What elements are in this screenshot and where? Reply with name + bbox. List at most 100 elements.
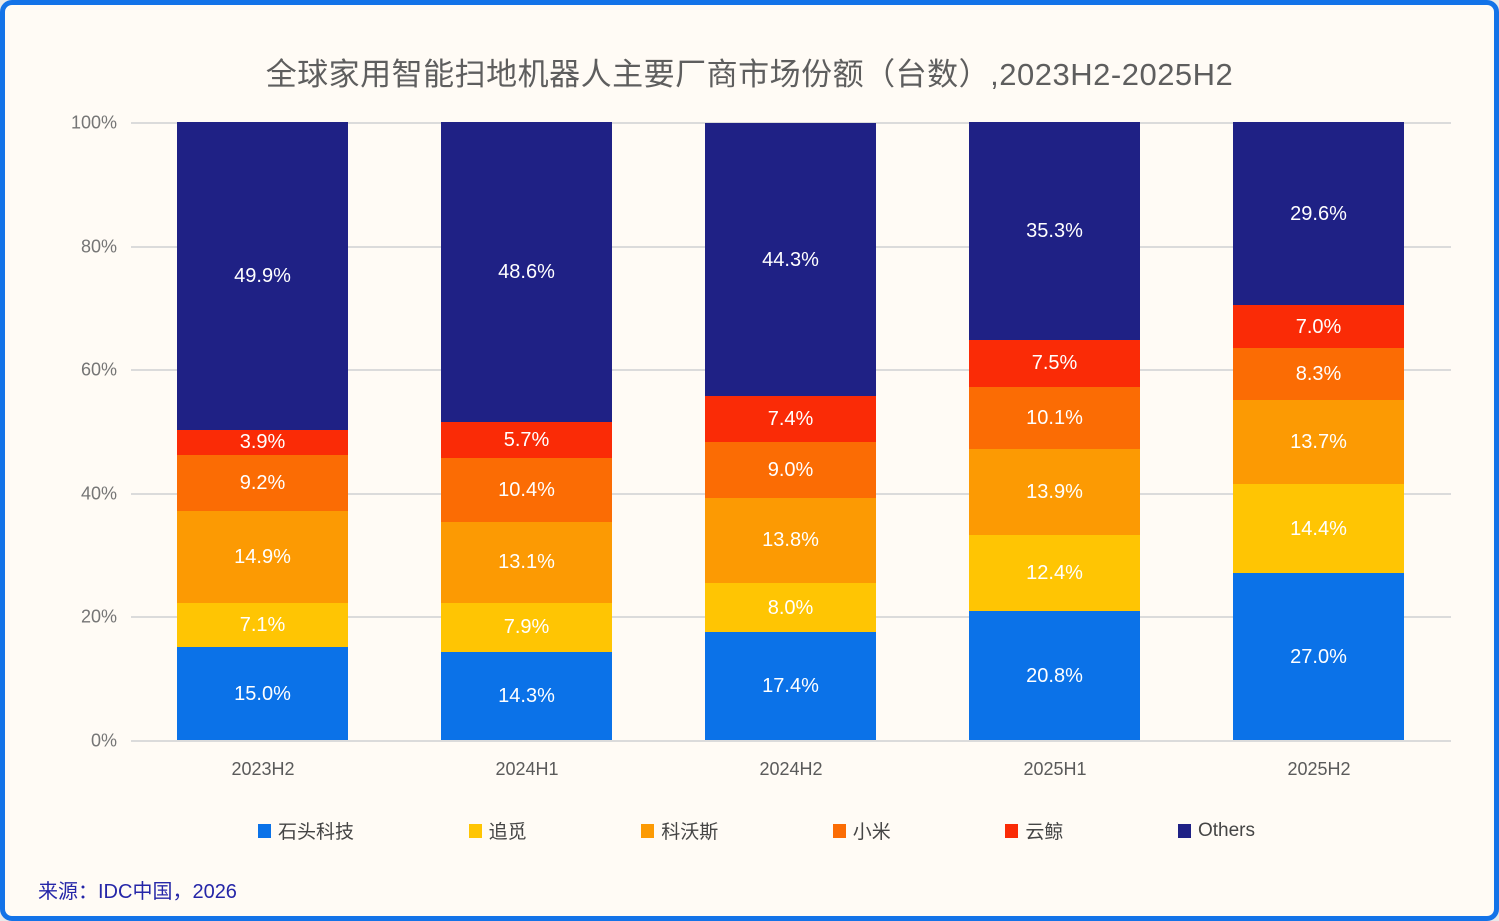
stacked-bar: 17.4% 8.0% 13.8% 9.0% 7.4% 44.3% <box>705 122 876 740</box>
bar-segment: 3.9% <box>177 430 348 455</box>
bar-segment-label: 13.7% <box>1290 430 1347 453</box>
bar-segment: 7.0% <box>1233 304 1404 349</box>
y-axis-tick-label: 100% <box>70 112 117 133</box>
bar-segment-label: 8.0% <box>767 596 814 619</box>
y-axis: 0% 20% 40% 60% 80% 100% <box>25 113 117 751</box>
legend-item: 追觅 <box>468 817 527 844</box>
bar-segment: 20.8% <box>969 611 1140 740</box>
bar-segment: 27.0% <box>1233 573 1404 740</box>
bar-column: 20.8% 12.4% 13.9% 10.1% 7.5% 35.3% <box>923 122 1187 741</box>
y-axis-tick-label: 0% <box>90 730 117 751</box>
legend-label: 石头科技 <box>278 822 355 843</box>
bar-segment: 9.2% <box>177 454 348 512</box>
y-axis-tick-label: 60% <box>80 359 117 380</box>
bar-segment: 48.6% <box>441 122 612 423</box>
bar-segment-label: 35.3% <box>1026 220 1083 243</box>
bar-segment-label: 10.4% <box>498 478 555 501</box>
legend-label: 小米 <box>852 822 891 843</box>
bar-segment: 7.5% <box>969 340 1140 387</box>
bar-segment-label: 48.6% <box>498 261 555 284</box>
bar-segment: 49.9% <box>177 122 348 431</box>
bar-segment: 8.3% <box>1233 348 1404 400</box>
bar-segment-label: 49.9% <box>234 265 291 288</box>
bar-segment: 10.4% <box>441 457 612 522</box>
bar-segment-label: 14.9% <box>234 546 291 569</box>
bar-segment-label: 10.1% <box>1026 406 1083 429</box>
bar-segment-label: 7.1% <box>239 614 286 637</box>
legend-swatch <box>1177 823 1191 838</box>
bar-segment-label: 14.4% <box>1290 517 1347 540</box>
legend-swatch <box>641 823 655 838</box>
bar-segment: 5.7% <box>441 422 612 458</box>
legend-item: 科沃斯 <box>641 817 718 844</box>
bar-segment-label: 7.9% <box>503 616 550 639</box>
bar-segment: 12.4% <box>969 534 1140 612</box>
bar-segment-label: 27.0% <box>1290 645 1347 668</box>
bar-segment: 29.6% <box>1233 122 1404 305</box>
bar-segment-label: 7.5% <box>1031 352 1078 375</box>
legend-item: 云鲸 <box>1005 817 1063 844</box>
bar-segment-label: 7.0% <box>1295 315 1342 338</box>
stacked-bar: 14.3% 7.9% 13.1% 10.4% 5.7% 48.6% <box>441 122 612 740</box>
plot-area: 15.0% 7.1% 14.9% 9.2% 3.9% 49.9% 14.3% 7.9% 13.1… <box>131 122 1451 742</box>
legend-swatch <box>1005 823 1019 838</box>
bar-segment-label: 12.4% <box>1026 562 1083 585</box>
bar-segment: 14.9% <box>177 511 348 604</box>
x-axis-tick-label: 2025H1 <box>1023 759 1087 779</box>
bar-segment: 13.7% <box>1233 399 1404 485</box>
bar-column: 27.0% 14.4% 13.7% 8.3% 7.0% 29.6% <box>1187 122 1451 741</box>
bar-segment: 13.8% <box>705 497 876 584</box>
bar-segment-label: 29.6% <box>1290 202 1347 225</box>
legend-label: 云鲸 <box>1025 822 1064 843</box>
chart-title: 全球家用智能扫地机器人主要厂商市场份额（台数）,2023H2-2025H2 <box>265 57 1234 92</box>
source-note: 来源：IDC中国，2026 <box>38 881 237 903</box>
legend: 石头科技 追觅 科沃斯 小米 云鲸 Others <box>258 817 1255 844</box>
bar-column: 14.3% 7.9% 13.1% 10.4% 5.7% 48.6% <box>395 122 659 741</box>
legend-item: 小米 <box>832 817 891 844</box>
x-axis-tick-label: 2024H2 <box>759 759 823 779</box>
y-axis-tick-label: 40% <box>80 483 117 504</box>
bar-column: 17.4% 8.0% 13.8% 9.0% 7.4% 44.3% <box>659 122 923 741</box>
stacked-bar: 15.0% 7.1% 14.9% 9.2% 3.9% 49.9% <box>177 122 348 740</box>
y-axis-tick-label: 20% <box>80 606 117 627</box>
bar-segment-label: 20.8% <box>1026 664 1083 687</box>
legend-swatch <box>258 823 271 838</box>
bar-segment: 13.9% <box>969 448 1140 535</box>
bar-segment: 15.0% <box>177 647 348 740</box>
stacked-bar: 20.8% 12.4% 13.9% 10.1% 7.5% 35.3% <box>969 122 1140 740</box>
bar-segment: 14.3% <box>441 651 612 740</box>
bar-segment: 7.9% <box>441 602 612 652</box>
x-axis: 2023H2 2024H1 2024H2 2025H1 2025H2 <box>131 759 1451 780</box>
bar-segment-label: 14.3% <box>498 684 555 707</box>
bar-segment-label: 9.0% <box>767 458 814 481</box>
bar-segment-label: 13.9% <box>1026 480 1083 503</box>
bar-column: 15.0% 7.1% 14.9% 9.2% 3.9% 49.9% <box>131 122 395 741</box>
legend-item: 石头科技 <box>258 817 354 844</box>
stacked-bar: 27.0% 14.4% 13.7% 8.3% 7.0% 29.6% <box>1233 122 1404 740</box>
bar-segment: 8.0% <box>705 583 876 633</box>
bar-segment: 9.0% <box>705 442 876 498</box>
bar-segment-label: 8.3% <box>1295 362 1342 385</box>
bar-segment-label: 9.2% <box>239 471 286 494</box>
bar-segment-label: 13.8% <box>762 529 819 552</box>
bar-segment-label: 3.9% <box>239 431 286 454</box>
legend-swatch <box>468 823 482 838</box>
legend-swatch <box>832 823 846 838</box>
bar-segment-label: 7.4% <box>767 408 814 431</box>
bar-segment: 35.3% <box>969 122 1140 341</box>
legend-label: 科沃斯 <box>661 822 719 843</box>
bar-segment-label: 5.7% <box>503 429 550 451</box>
x-axis-tick-label: 2023H2 <box>231 759 295 779</box>
x-axis-tick-label: 2024H1 <box>495 759 559 779</box>
bar-segment: 10.1% <box>969 386 1140 449</box>
bar-segment-label: 13.1% <box>498 551 555 574</box>
bar-segment: 13.1% <box>441 521 612 603</box>
bar-segment: 44.3% <box>705 122 876 397</box>
legend-label: 追觅 <box>488 822 527 843</box>
y-axis-tick-label: 80% <box>80 236 117 257</box>
bar-segment: 17.4% <box>705 632 876 740</box>
bar-segment-label: 17.4% <box>762 675 819 698</box>
bar-segment: 7.1% <box>177 603 348 648</box>
x-axis-tick-label: 2025H2 <box>1287 759 1351 779</box>
bar-segment: 7.4% <box>705 396 876 443</box>
